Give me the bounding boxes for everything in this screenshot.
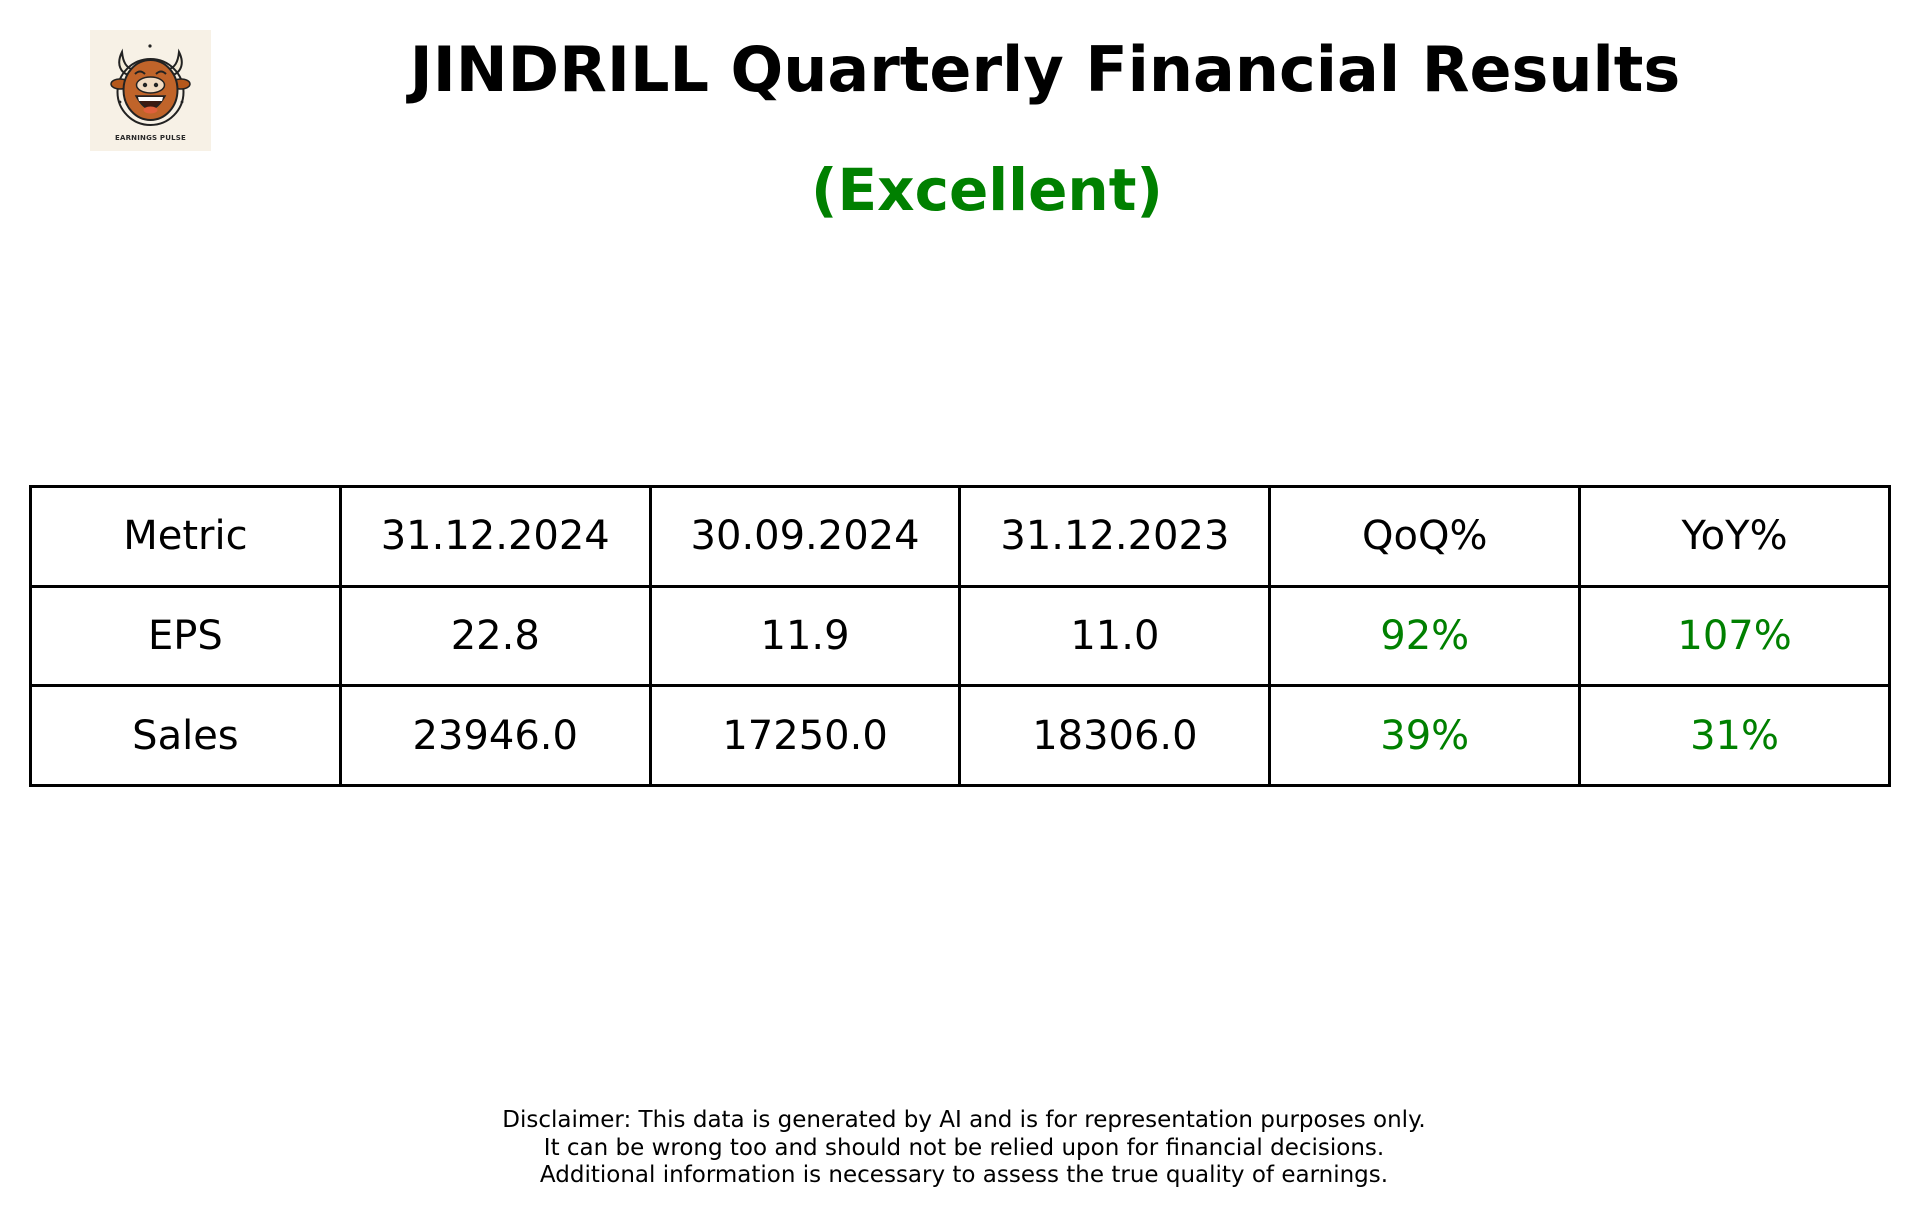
table-row: Sales 23946.0 17250.0 18306.0 39% 31% <box>29 684 1891 787</box>
value-cell: 11.9 <box>648 584 962 688</box>
value-cell: 18306.0 <box>958 684 1272 787</box>
header-metric: Metric <box>29 485 342 588</box>
value-cell: 23946.0 <box>338 684 652 787</box>
value-cell: 22.8 <box>338 584 652 688</box>
metric-cell: Sales <box>29 684 342 787</box>
qoq-cell: 92% <box>1268 584 1582 688</box>
rating-label: (Excellent) <box>811 156 1163 224</box>
yoy-cell: 107% <box>1578 584 1891 688</box>
value-cell: 11.0 <box>958 584 1272 688</box>
header-qoq: QoQ% <box>1268 485 1582 588</box>
earnings-pulse-logo: EARNINGS PULSE <box>90 30 211 151</box>
table-row: EPS 22.8 11.9 11.0 92% 107% <box>29 584 1891 688</box>
financial-results-table: Metric 31.12.2024 30.09.2024 31.12.2023 … <box>29 485 1891 787</box>
header-q-current: 31.12.2024 <box>338 485 652 588</box>
bull-mascot-icon <box>110 44 191 126</box>
table-header-row: Metric 31.12.2024 30.09.2024 31.12.2023 … <box>29 485 1891 588</box>
disclaimer-line: Additional information is necessary to a… <box>539 1162 1389 1188</box>
disclaimer-line: It can be wrong too and should not be re… <box>543 1134 1385 1161</box>
disclaimer: Disclaimer: This data is generated by AI… <box>0 1107 1919 1190</box>
yoy-cell: 31% <box>1578 684 1891 787</box>
logo-caption: EARNINGS PULSE <box>114 134 187 142</box>
page-title: JINDRILL Quarterly Financial Results <box>409 33 1681 106</box>
header-q-prev: 30.09.2024 <box>648 485 962 588</box>
header-q-year-ago: 31.12.2023 <box>958 485 1272 588</box>
disclaimer-line: Disclaimer: This data is generated by AI… <box>502 1107 1426 1133</box>
value-cell: 17250.0 <box>648 684 962 787</box>
metric-cell: EPS <box>29 584 342 688</box>
header-yoy: YoY% <box>1578 485 1891 588</box>
qoq-cell: 39% <box>1268 684 1582 787</box>
